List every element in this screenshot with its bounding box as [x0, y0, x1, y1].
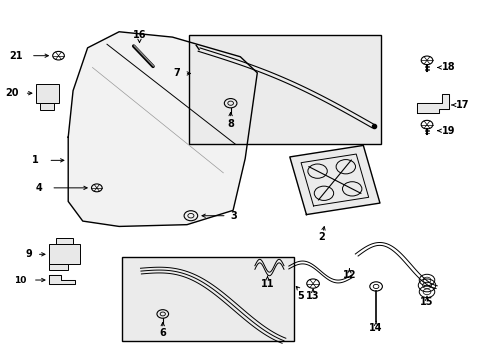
Bar: [49, 244, 80, 264]
Text: 5: 5: [297, 291, 304, 301]
Bar: [122, 257, 293, 341]
Text: 3: 3: [230, 211, 237, 221]
Text: 19: 19: [441, 126, 455, 136]
Text: 16: 16: [132, 30, 146, 40]
Text: 18: 18: [441, 63, 455, 72]
Text: 1: 1: [32, 156, 39, 165]
Text: 8: 8: [227, 118, 234, 129]
Polygon shape: [49, 275, 75, 284]
Text: 14: 14: [368, 323, 382, 333]
Text: 21: 21: [10, 51, 23, 61]
Polygon shape: [416, 94, 448, 113]
Text: 13: 13: [305, 291, 319, 301]
Text: 10: 10: [14, 275, 26, 284]
Text: 9: 9: [25, 249, 32, 259]
Bar: [40, 103, 54, 111]
Bar: [189, 35, 380, 144]
Text: 15: 15: [419, 297, 433, 307]
Text: 7: 7: [173, 68, 180, 78]
Text: 6: 6: [159, 328, 166, 338]
Text: 17: 17: [455, 100, 468, 110]
Bar: [56, 238, 73, 244]
Text: 4: 4: [36, 183, 42, 193]
Polygon shape: [68, 32, 257, 226]
Text: 12: 12: [342, 270, 355, 280]
Bar: [49, 264, 68, 270]
Text: 11: 11: [260, 279, 274, 289]
Polygon shape: [289, 145, 379, 215]
Text: 2: 2: [318, 232, 325, 242]
Text: 20: 20: [5, 88, 18, 98]
Bar: [36, 84, 59, 103]
